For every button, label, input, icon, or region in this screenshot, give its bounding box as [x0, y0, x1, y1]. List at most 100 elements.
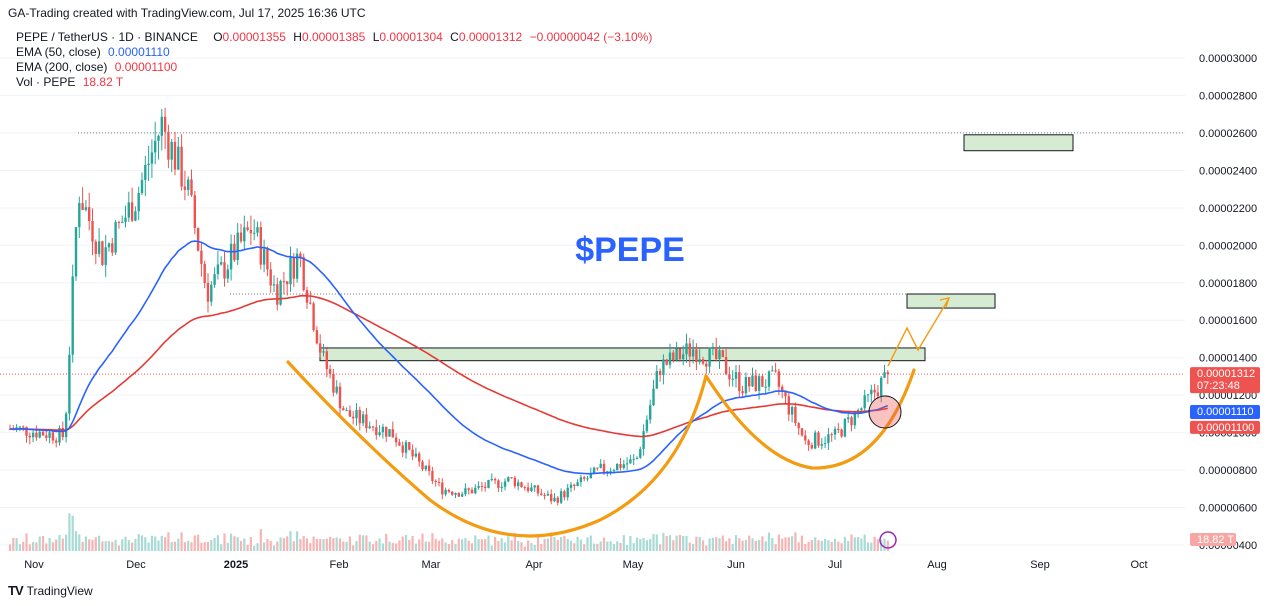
volume-bar	[850, 534, 853, 551]
volume-bar	[490, 545, 493, 551]
legend-ema200-row[interactable]: EMA (200, close) 0.00001100	[16, 60, 652, 75]
y-tick-label: 0.00003000	[1199, 53, 1257, 65]
volume-bar	[639, 539, 642, 551]
candle-body	[503, 481, 507, 487]
volume-bar	[725, 541, 728, 551]
candle-body	[94, 241, 97, 254]
time-axis[interactable]: Nov Dec 2025 Feb Mar Apr May Jun Jul Aug Sep Oct	[24, 559, 1147, 571]
candle-body	[695, 349, 698, 363]
candle-body	[22, 426, 25, 428]
y-tick-label: 0.00002400	[1199, 165, 1257, 177]
candle-body	[474, 487, 477, 494]
ohlc-o-value: 0.00001355	[222, 30, 286, 44]
candle-body	[761, 376, 764, 387]
candle-body	[421, 461, 424, 470]
candle-body	[121, 222, 124, 224]
last-price-tag	[1190, 367, 1260, 394]
volume-bar	[180, 532, 183, 551]
volume-bar	[751, 538, 754, 551]
volume-bar	[738, 538, 741, 551]
tradingview-brand[interactable]: TV TradingView	[8, 583, 93, 598]
volume-bar	[107, 541, 111, 551]
candle-body	[711, 346, 715, 348]
volume-bar	[246, 544, 249, 551]
candle-body	[355, 409, 358, 419]
candle-body	[140, 179, 144, 193]
ema200-value: 0.00001100	[114, 60, 178, 74]
volume-bar	[243, 538, 246, 551]
candle-body	[424, 465, 427, 470]
candle-body	[97, 241, 101, 254]
volume-bar	[160, 535, 163, 551]
x-tick-label: Feb	[330, 559, 349, 571]
volume-bar	[622, 535, 625, 551]
lightning-icon	[879, 531, 897, 549]
volume-bar	[451, 540, 454, 551]
volume-bar	[629, 535, 632, 551]
candle-body	[401, 445, 404, 453]
candle-body	[559, 491, 563, 503]
candle-body	[523, 487, 526, 489]
volume-bar	[98, 535, 101, 551]
volume-bar	[223, 533, 226, 551]
candle-body	[579, 477, 583, 483]
candle-body	[200, 250, 203, 264]
candle-body	[38, 431, 41, 438]
volume-bar	[355, 541, 358, 551]
volume-bar	[830, 542, 833, 551]
symbol-name[interactable]: PEPE / TetherUS · 1D · BINANCE	[16, 30, 198, 44]
volume-bar	[269, 540, 272, 551]
volume-bar	[824, 538, 827, 551]
volume-bar	[434, 538, 437, 551]
volume-bar	[134, 538, 137, 551]
tradingview-logo-icon: TV	[8, 583, 24, 598]
candle-body	[850, 417, 853, 426]
volume-bar	[32, 541, 35, 551]
candle-body	[649, 405, 652, 420]
arrow-head-icon	[939, 297, 951, 308]
candle-body	[728, 374, 731, 380]
zones[interactable]	[319, 134, 1074, 362]
candle-body	[880, 377, 883, 396]
candle-body	[860, 408, 863, 411]
candle-body	[361, 414, 365, 424]
volume-bar	[870, 542, 873, 551]
volume-bar	[170, 541, 173, 551]
volume-bar	[560, 537, 563, 551]
candle-body	[470, 489, 474, 494]
candle-body	[299, 253, 302, 258]
volume-bar	[206, 541, 210, 551]
candle-body	[325, 351, 328, 370]
volume-bar	[276, 541, 279, 551]
candle-body	[157, 135, 160, 141]
volume-bar	[309, 543, 312, 551]
candle-body	[404, 442, 408, 453]
candle-body	[180, 146, 183, 187]
candle-body	[114, 222, 117, 253]
volume-bar	[497, 540, 500, 551]
price-axis[interactable]: 0.00003000 0.00002800 0.00002600 0.00002400…	[1199, 53, 1257, 552]
candle-body	[586, 478, 589, 480]
y-tick-label: 0.00002000	[1199, 240, 1257, 252]
volume-bar	[718, 538, 721, 551]
volume-bar	[800, 535, 804, 551]
volume-bar	[536, 535, 540, 551]
candle-body	[774, 370, 777, 372]
legend-ema50-row[interactable]: EMA (50, close) 0.00001110	[16, 45, 652, 60]
volume-bar	[140, 535, 144, 551]
volume-bar	[873, 536, 876, 551]
ema50-line	[9, 240, 889, 475]
zone-target-2	[963, 134, 1074, 152]
volume-bar	[45, 543, 48, 551]
ohlc-c-label: C	[450, 30, 459, 44]
volume-bar	[431, 533, 434, 551]
volume-bar	[81, 541, 84, 551]
legend-volume-row[interactable]: Vol · PEPE 18.82 T	[16, 75, 652, 90]
candle-body	[820, 443, 823, 446]
candle-body	[71, 276, 74, 355]
candle-body	[173, 141, 177, 170]
volume-bar	[517, 540, 520, 551]
volume-bar	[728, 538, 731, 551]
